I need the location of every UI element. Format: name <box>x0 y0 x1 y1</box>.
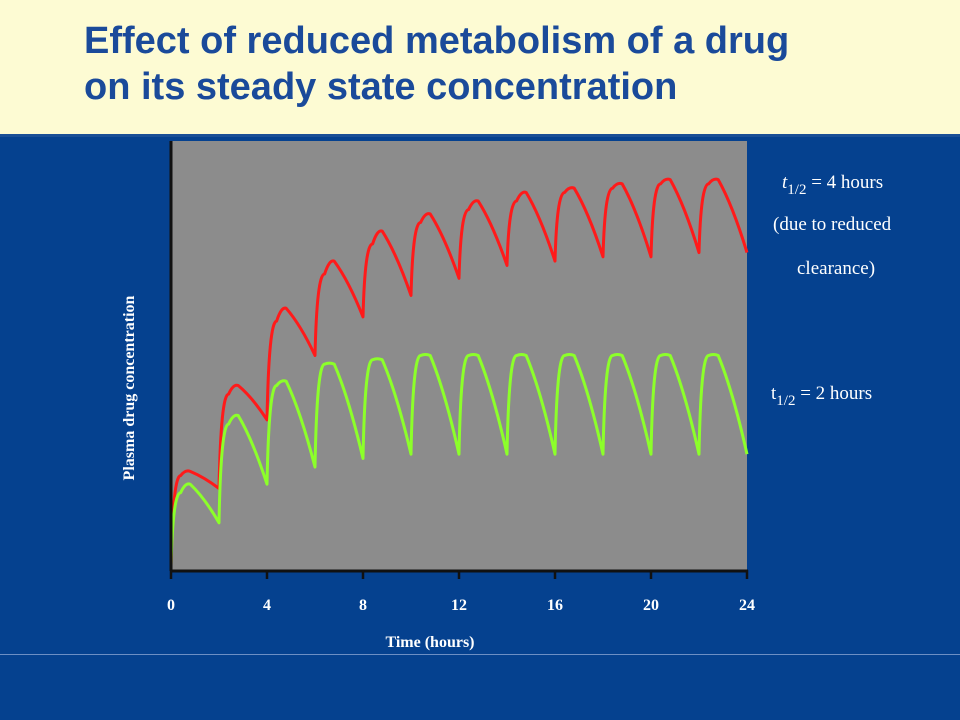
plot-area <box>171 141 747 570</box>
series-layer <box>169 177 749 566</box>
x-tick-label: 16 <box>547 597 563 614</box>
fast-t-subscript: 1/2 <box>776 393 796 409</box>
annotation-slow-halflife: t1/2 = 4 hours <box>782 172 883 199</box>
slow-t-value: = 4 hours <box>811 172 884 193</box>
title-band: Effect of reduced metabolism of a drug o… <box>0 0 960 137</box>
annotation-slow-note-2: clearance) <box>797 258 876 279</box>
x-tick-label: 24 <box>739 597 755 614</box>
annotation-slow-note-1: (due to reduced <box>773 214 892 235</box>
x-tick-label: 8 <box>359 597 367 614</box>
tick-layer: 0 4 8 12 16 20 24 <box>167 570 755 614</box>
slow-t-subscript: 1/2 <box>787 182 807 198</box>
series-line-slow-clearance <box>169 177 749 566</box>
fast-t-value: = 2 hours <box>800 383 873 404</box>
series-line-normal-clearance <box>169 353 749 566</box>
x-tick-label: 4 <box>263 597 271 614</box>
slide-title: Effect of reduced metabolism of a drug o… <box>84 18 944 110</box>
x-tick-label: 12 <box>451 597 467 614</box>
fast-t-symbol: t <box>771 383 777 404</box>
x-axis-label: Time (hours) <box>385 634 474 651</box>
bottom-rule <box>0 654 960 655</box>
title-line-1: Effect of reduced metabolism of a drug <box>84 20 790 62</box>
title-line-2: on its steady state concentration <box>84 66 678 108</box>
x-tick-label: 0 <box>167 597 175 614</box>
annotation-fast-halflife: t1/2 = 2 hours <box>771 383 872 410</box>
slow-t-symbol: t <box>782 172 788 193</box>
x-tick-label: 20 <box>643 597 659 614</box>
y-axis-label: Plasma drug concentration <box>121 295 138 480</box>
